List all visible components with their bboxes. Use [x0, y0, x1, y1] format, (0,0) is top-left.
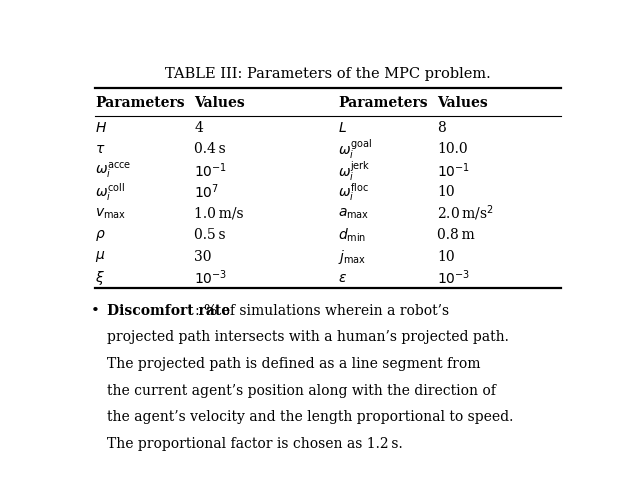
Text: Values: Values [194, 96, 245, 110]
Text: •: • [91, 303, 100, 317]
Text: 8: 8 [437, 120, 446, 134]
Text: $j_{\mathrm{max}}$: $j_{\mathrm{max}}$ [338, 247, 366, 265]
Text: 10: 10 [437, 249, 455, 263]
Text: $a_{\mathrm{max}}$: $a_{\mathrm{max}}$ [338, 206, 369, 220]
Text: $\xi$: $\xi$ [95, 268, 105, 287]
Text: 0.4 s: 0.4 s [194, 142, 226, 156]
Text: $\tau$: $\tau$ [95, 142, 106, 156]
Text: Parameters: Parameters [95, 96, 184, 110]
Text: 0.5 s: 0.5 s [194, 228, 226, 241]
Text: Discomfort rate: Discomfort rate [108, 303, 230, 317]
Text: 4: 4 [194, 120, 203, 134]
Text: $d_{\mathrm{min}}$: $d_{\mathrm{min}}$ [338, 226, 366, 243]
Text: Values: Values [437, 96, 488, 110]
Text: The projected path is defined as a line segment from: The projected path is defined as a line … [108, 356, 481, 370]
Text: $\omega_i^{\mathrm{goal}}$: $\omega_i^{\mathrm{goal}}$ [338, 137, 372, 161]
Text: TABLE III: Parameters of the MPC problem.: TABLE III: Parameters of the MPC problem… [165, 67, 491, 81]
Text: $\epsilon$: $\epsilon$ [338, 271, 347, 285]
Text: $L$: $L$ [338, 120, 347, 134]
Text: $10^{-1}$: $10^{-1}$ [194, 161, 227, 180]
Text: $\mu$: $\mu$ [95, 249, 106, 264]
Text: 2.0 m/s$^2$: 2.0 m/s$^2$ [437, 204, 494, 223]
Text: the current agent’s position along with the direction of: the current agent’s position along with … [108, 383, 496, 397]
Text: $10^{7}$: $10^{7}$ [194, 182, 220, 201]
Text: Parameters: Parameters [338, 96, 428, 110]
Text: 1.0 m/s: 1.0 m/s [194, 206, 244, 220]
Text: $10^{-3}$: $10^{-3}$ [437, 268, 470, 287]
Text: $\omega_i^{\mathrm{coll}}$: $\omega_i^{\mathrm{coll}}$ [95, 181, 125, 203]
Text: $\rho$: $\rho$ [95, 227, 106, 242]
Text: $\omega_i^{\mathrm{floc}}$: $\omega_i^{\mathrm{floc}}$ [338, 181, 369, 203]
Text: 10.0: 10.0 [437, 142, 468, 156]
Text: projected path intersects with a human’s projected path.: projected path intersects with a human’s… [108, 330, 509, 344]
Text: $H$: $H$ [95, 120, 107, 134]
Text: : % of simulations wherein a robot’s: : % of simulations wherein a robot’s [195, 303, 449, 317]
Text: The proportional factor is chosen as 1.2 s.: The proportional factor is chosen as 1.2… [108, 436, 403, 450]
Text: 10: 10 [437, 185, 455, 199]
Text: the agent’s velocity and the length proportional to speed.: the agent’s velocity and the length prop… [108, 409, 514, 423]
Text: $10^{-3}$: $10^{-3}$ [194, 268, 227, 287]
Text: $v_{\mathrm{max}}$: $v_{\mathrm{max}}$ [95, 206, 126, 220]
Text: 30: 30 [194, 249, 212, 263]
Text: $\omega_i^{\mathrm{jerk}}$: $\omega_i^{\mathrm{jerk}}$ [338, 158, 371, 182]
Text: $10^{-1}$: $10^{-1}$ [437, 161, 470, 180]
Text: $\omega_i^{\mathrm{acce}}$: $\omega_i^{\mathrm{acce}}$ [95, 160, 131, 180]
Text: 0.8 m: 0.8 m [437, 228, 475, 241]
